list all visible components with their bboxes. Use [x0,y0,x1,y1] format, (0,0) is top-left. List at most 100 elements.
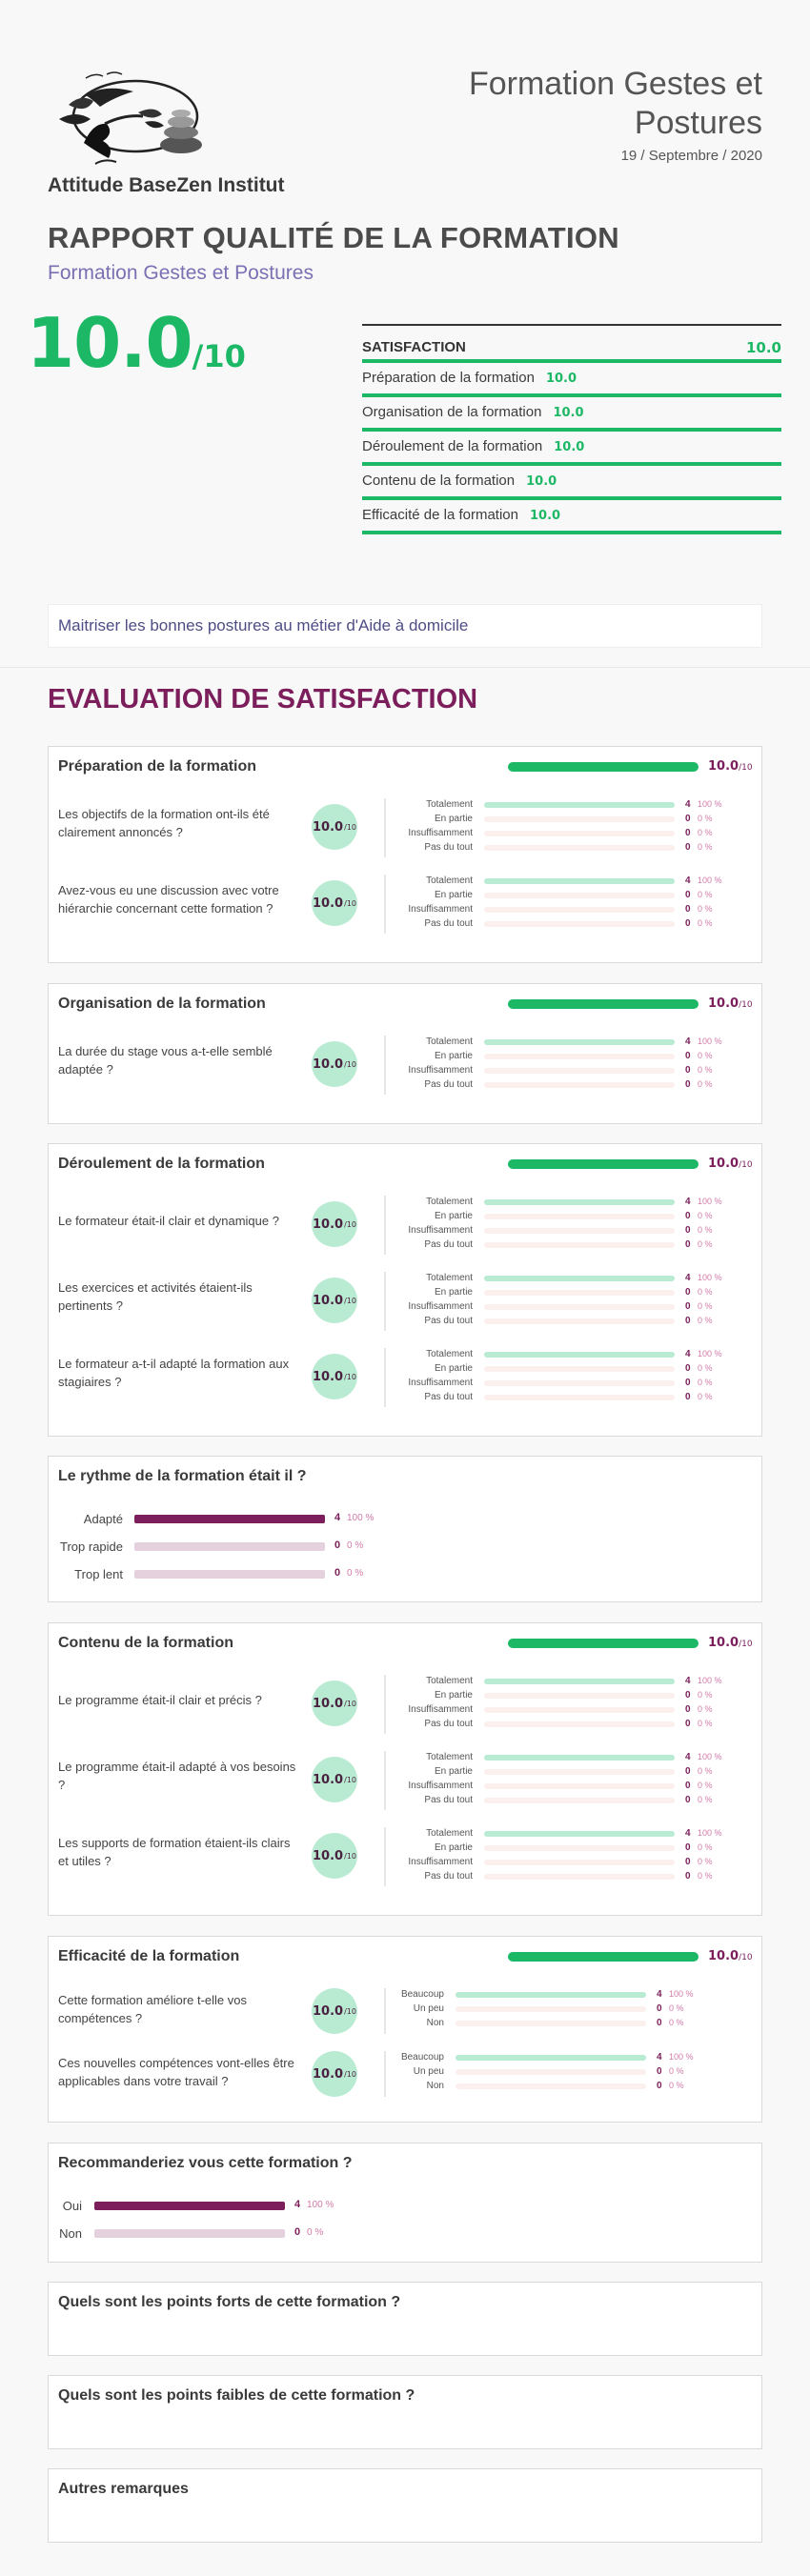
answer-percent: 0 % [669,2003,684,2013]
section-title: Organisation de la formation [58,996,266,1012]
answer-bar [94,2229,285,2238]
section-score-bar [508,999,699,1009]
question-text: Le formateur a-t-il adapté la formation … [58,1357,290,1389]
section-contenu: Contenu de la formation 10.0/10 Le progr… [48,1622,762,1916]
satisfaction-row: Efficacité de la formation 10.0 [362,496,781,531]
question-score-value: 10.0 [313,1217,344,1232]
section-rythme: Le rythme de la formation était il ? Ada… [48,1456,762,1602]
question-score: 10.0/10 [312,1354,357,1399]
section-score: 10.0/10 [708,1949,753,1963]
answer-row: Totalement 4 100 % [382,1675,763,1688]
answer-count: 0 [294,2226,301,2238]
answer-count: 4 [657,2052,662,2063]
answer-bar [484,1242,675,1248]
answer-label: Un peu [413,2003,444,2014]
answer-row: Insuffisamment 0 0 % [382,1377,763,1390]
section-title: Autres remarques [58,2481,189,2497]
answer-row: Pas du tout 0 0 % [382,1870,763,1883]
answer-count: 0 [657,2081,662,2091]
answer-count: 4 [685,1197,691,1207]
answer-row: Pas du tout 0 0 % [382,841,763,855]
answer-bar [484,1798,675,1803]
answer-row: Totalement 4 100 % [382,1272,763,1285]
question-block: Le formateur a-t-il adapté la formation … [49,1342,763,1409]
answer-bar [484,1352,675,1358]
section-title: Contenu de la formation [58,1635,233,1651]
answer-label: En partie [434,1287,473,1298]
question-block: Avez-vous eu une discussion avec votre h… [49,869,763,936]
answer-bar [134,1515,325,1523]
answer-count: 0 [685,1079,691,1090]
divider-line [384,1827,386,1886]
question-block: Les supports de formation étaient-ils cl… [49,1821,763,1888]
section-score-value: 10.0 [708,1949,739,1963]
satisfaction-summary: SATISFACTION 10.0 Préparation de la form… [362,324,781,534]
answer-label: Totalement [426,1349,473,1359]
answer-count: 4 [685,1036,691,1047]
question-score-value: 10.0 [313,1369,344,1384]
question-text: Le programme était-il adapté à vos besoi… [58,1760,296,1792]
answer-bar [484,1679,675,1684]
answer-percent: 0 % [698,1239,713,1249]
answer-bar [134,1542,325,1551]
answer-count: 0 [685,1766,691,1777]
section-organisation: Organisation de la formation 10.0/10 La … [48,983,762,1124]
answer-percent: 100 % [698,1197,722,1206]
answer-count: 0 [685,1781,691,1791]
answer-label: Totalement [426,1197,473,1207]
section-title: Le rythme de la formation était il ? [58,1468,307,1484]
satisfaction-row-label: Préparation de la formation [362,370,535,386]
answer-bar [456,1992,646,1998]
question-block: Le formateur était-il clair et dynamique… [49,1190,763,1257]
answer-percent: 0 % [698,1795,713,1804]
answer-row: Pas du tout 0 0 % [382,917,763,931]
question-block: Les exercices et activités étaient-ils p… [49,1266,763,1333]
answer-percent: 0 % [698,1378,713,1387]
answer-count: 0 [685,1287,691,1298]
section-score: 10.0/10 [708,996,753,1011]
answer-bar [484,1304,675,1310]
answer-label: Pas du tout [424,1795,473,1805]
section-score-value: 10.0 [708,1157,739,1171]
answer-percent: 0 % [698,918,713,928]
section-title: Préparation de la formation [58,758,257,775]
answer-percent: 0 % [698,904,713,914]
evaluation-title: EVALUATION DE SATISFACTION [48,684,478,714]
answer-label: Non [426,2081,444,2091]
answer-count: 4 [685,1273,691,1283]
answer-count: 0 [685,1871,691,1882]
answer-percent: 0 % [698,1079,713,1089]
question-score-value: 10.0 [313,1848,344,1863]
answer-label: Non [426,2018,444,2028]
section-autres-remarques: Autres remarques [48,2468,762,2543]
section-score-value: 10.0 [708,996,739,1011]
answer-bar [484,1721,675,1727]
answer-row: Insuffisamment 0 0 % [382,1703,763,1717]
divider-line [384,798,386,857]
question-score-value: 10.0 [313,896,344,911]
answer-row: Pas du tout 0 0 % [382,1078,763,1092]
answer-row: Pas du tout 0 0 % [382,1238,763,1252]
answer-label: Insuffisamment [408,1065,473,1076]
question-block: Cette formation améliore t-elle vos comp… [49,1982,763,2040]
answer-percent: 0 % [698,1225,713,1235]
answer-percent: 100 % [669,1989,694,1999]
answer-label: Insuffisamment [408,828,473,838]
section-efficacite: Efficacité de la formation 10.0/10 Cette… [48,1936,762,2123]
answer-row: Insuffisamment 0 0 % [382,827,763,840]
section-deroulement: Déroulement de la formation 10.0/10 Le f… [48,1143,762,1437]
question-block: Le programme était-il adapté à vos besoi… [49,1745,763,1812]
divider-line [384,1272,386,1331]
answer-count: 0 [685,904,691,915]
answer-row: Insuffisamment 0 0 % [382,1064,763,1077]
answer-row: Insuffisamment 0 0 % [382,903,763,916]
answer-percent: 0 % [698,890,713,899]
answer-bar [484,831,675,836]
answer-bar [134,1570,325,1579]
answer-count: 4 [294,2199,301,2210]
answer-bar [484,1054,675,1059]
answer-percent: 0 % [669,2081,684,2090]
answer-count: 0 [685,828,691,838]
section-score-bar [508,762,699,772]
answer-count: 4 [685,1349,691,1359]
